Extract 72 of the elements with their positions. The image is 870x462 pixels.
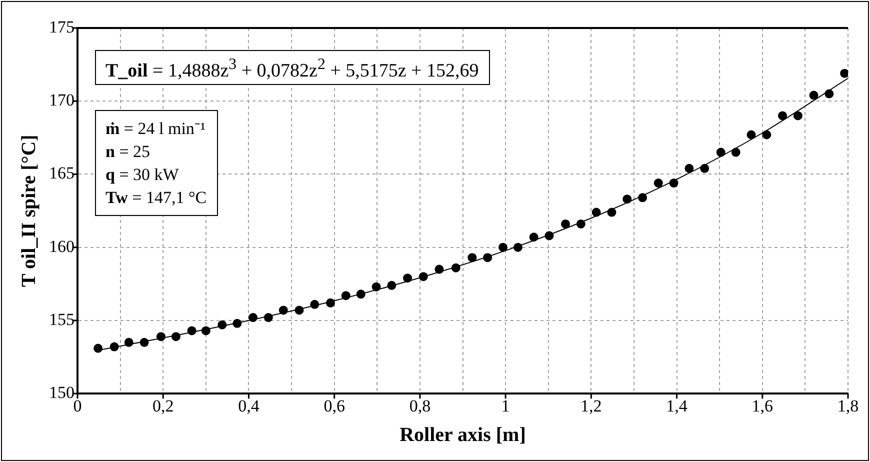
point [140, 338, 149, 347]
annotation: n = 25 [106, 142, 150, 161]
point [592, 208, 601, 217]
point [171, 332, 180, 342]
annotation: Tw = 147,1 °C [106, 188, 207, 207]
x-tick-label: 1,4 [666, 396, 688, 416]
point [622, 194, 632, 204]
annotation: q = 30 kW [106, 165, 179, 184]
y-tick-label: 150 [49, 383, 74, 402]
point [809, 90, 818, 100]
point [778, 111, 788, 120]
x-tick-label: 1,2 [580, 396, 602, 416]
point [278, 306, 288, 315]
point [403, 274, 412, 283]
y-tick-label: 175 [49, 17, 74, 36]
annotation: T_oil = 1,4888z$^{3}$ + 0,0782z$^{2}$ + 5,5175z + 152,69 [94, 50, 490, 86]
point [684, 164, 694, 173]
point [310, 300, 320, 309]
point [824, 89, 834, 98]
annotation: ṁ = 24 l min⁻¹ [106, 119, 206, 138]
y-axis-title: T oil_II spire [°C] [18, 134, 40, 287]
point [544, 231, 554, 240]
point [341, 291, 350, 300]
point [654, 178, 663, 188]
x-tick-label: 0,6 [324, 396, 345, 416]
point [418, 272, 428, 282]
point [529, 232, 538, 242]
x-axis-title: Roller axis [m] [400, 424, 526, 446]
x-tick-label: 1,8 [837, 396, 859, 416]
y-tick-label: 165 [49, 164, 74, 183]
point [607, 208, 616, 217]
point [434, 264, 444, 274]
point [294, 306, 304, 315]
point [513, 242, 522, 252]
y-tick-label: 160 [49, 236, 74, 256]
point [468, 253, 477, 262]
point [326, 298, 335, 308]
point [264, 313, 273, 322]
point [94, 344, 103, 353]
point [793, 111, 802, 120]
x-tick-label: 1,6 [752, 396, 774, 416]
point [746, 130, 756, 140]
point [372, 282, 381, 292]
point [762, 130, 772, 140]
point [232, 318, 242, 328]
point [110, 342, 119, 352]
y-tick-label: 155 [49, 310, 74, 329]
point [156, 332, 166, 342]
point [840, 68, 848, 78]
point [451, 263, 460, 272]
point [638, 193, 648, 202]
point [560, 219, 570, 228]
x-tick-label: 0 [73, 396, 82, 416]
x-tick-label: 1 [501, 396, 510, 416]
point [387, 280, 396, 290]
point [483, 253, 492, 262]
point [356, 290, 366, 299]
point [731, 148, 740, 157]
point [716, 148, 726, 157]
point [248, 313, 258, 322]
point [669, 178, 678, 188]
point [576, 219, 586, 228]
point [124, 338, 134, 347]
y-tick-label: 170 [49, 90, 74, 110]
point [218, 320, 227, 330]
point [700, 164, 710, 173]
x-tick-label: 0,2 [152, 396, 174, 416]
point [498, 242, 508, 252]
point [187, 326, 196, 336]
point [201, 326, 210, 336]
x-tick-label: 0,8 [409, 396, 431, 416]
x-tick-label: 0,4 [238, 396, 260, 416]
